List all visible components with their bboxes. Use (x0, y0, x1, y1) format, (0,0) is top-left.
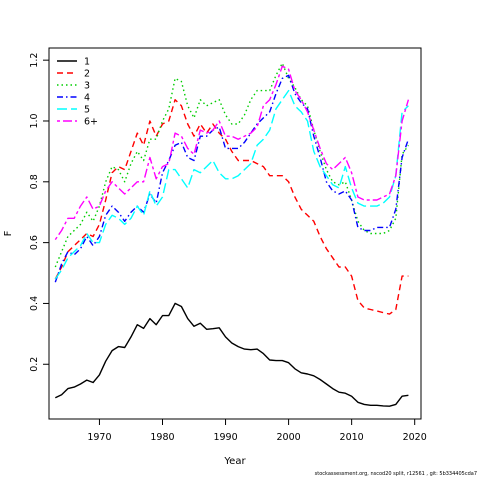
y-axis-title: F (3, 230, 14, 236)
y-tick-label: 0.6 (29, 235, 40, 250)
x-tick-label: 2010 (340, 432, 364, 443)
legend-label: 5 (84, 105, 90, 116)
legend-label: 1 (84, 57, 90, 68)
series-line-4 (54, 74, 410, 283)
legend-label: 2 (84, 69, 90, 80)
y-tick-label: 0.2 (29, 357, 40, 372)
legend-label: 6+ (84, 117, 98, 128)
series-line-6plus (54, 65, 410, 240)
x-tick-label: 1970 (87, 432, 111, 443)
x-tick-label: 1980 (150, 432, 174, 443)
y-tick-label: 1.2 (29, 53, 40, 68)
series-line-2 (54, 98, 409, 315)
footer-credit: stockassessment.org, nscod20 split, r125… (314, 471, 477, 477)
x-tick-label: 1990 (213, 432, 237, 443)
legend-label: 3 (84, 81, 90, 92)
x-tick-label: 2000 (276, 432, 300, 443)
legend-label: 4 (84, 93, 90, 104)
y-tick-label: 1.0 (29, 113, 40, 128)
x-axis-title: Year (223, 456, 246, 467)
y-tick-label: 0.8 (29, 174, 40, 189)
series-line-1 (54, 302, 409, 407)
series-line-5 (54, 89, 409, 280)
plot-frame (48, 47, 422, 420)
x-tick-label: 2020 (403, 432, 427, 443)
series-line-3 (54, 62, 409, 268)
y-tick-label: 0.4 (29, 296, 40, 311)
